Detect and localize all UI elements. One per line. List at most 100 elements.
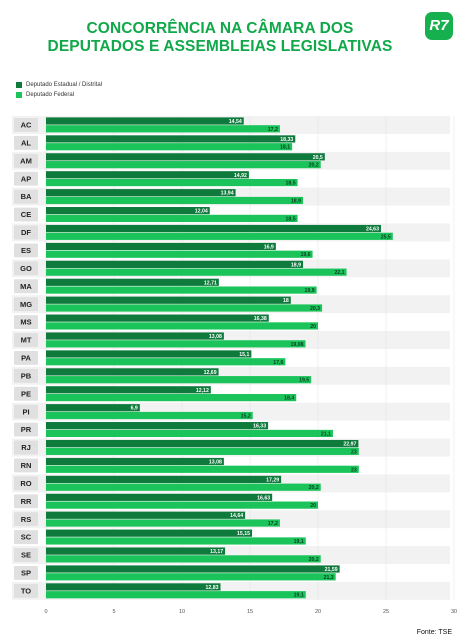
bar-federal bbox=[46, 286, 317, 294]
bar-estadual bbox=[46, 207, 210, 215]
x-tick-label: 25 bbox=[383, 609, 389, 615]
value-label-federal: 17,2 bbox=[268, 127, 278, 133]
value-label-estadual: 16,38 bbox=[254, 316, 267, 322]
bar-estadual bbox=[46, 386, 211, 394]
value-label-federal: 19,1 bbox=[294, 539, 304, 545]
category-label-bg bbox=[14, 530, 38, 545]
category-label: CE bbox=[21, 210, 31, 219]
bar-estadual bbox=[46, 457, 224, 466]
category-label: MT bbox=[21, 336, 32, 345]
category-label-bg bbox=[14, 279, 38, 294]
bar-estadual bbox=[46, 475, 282, 483]
category-label: DF bbox=[21, 228, 31, 237]
category-label: SP bbox=[21, 569, 31, 578]
bar-federal bbox=[46, 501, 318, 509]
category-label-bg bbox=[14, 583, 38, 598]
category-label: AM bbox=[20, 156, 32, 165]
bar-estadual bbox=[46, 547, 226, 555]
bar-estadual bbox=[46, 511, 246, 519]
category-label-bg bbox=[14, 476, 38, 491]
value-label-estadual: 12,04 bbox=[195, 209, 208, 215]
category-label: AP bbox=[21, 174, 31, 183]
bar-estadual bbox=[46, 242, 276, 251]
bar-federal bbox=[46, 125, 280, 133]
value-label-federal: 18,5 bbox=[285, 181, 295, 187]
bar-estadual bbox=[46, 117, 244, 125]
category-label: PB bbox=[21, 371, 32, 380]
bar-federal bbox=[46, 537, 306, 545]
bar-federal bbox=[46, 591, 306, 599]
bar-federal bbox=[46, 555, 321, 563]
category-label-bg bbox=[14, 153, 38, 168]
bar-estadual bbox=[46, 493, 273, 501]
value-label-estadual: 17,29 bbox=[266, 477, 279, 483]
bar-estadual bbox=[46, 565, 340, 573]
category-label: MA bbox=[20, 282, 32, 291]
bar-federal bbox=[46, 322, 318, 330]
category-label: PE bbox=[21, 389, 31, 398]
category-label-bg bbox=[14, 135, 38, 150]
category-label-bg bbox=[14, 512, 38, 527]
value-label-estadual: 6,9 bbox=[131, 406, 138, 412]
value-label-estadual: 13,08 bbox=[209, 459, 222, 465]
category-label-bg bbox=[14, 225, 38, 240]
bar-federal bbox=[46, 232, 393, 240]
value-label-estadual: 24,63 bbox=[366, 227, 379, 233]
bar-federal bbox=[46, 161, 321, 169]
category-label: PR bbox=[21, 425, 32, 434]
category-label: AC bbox=[21, 121, 32, 130]
bar-federal bbox=[46, 178, 298, 187]
category-label: RS bbox=[21, 515, 31, 524]
bar-federal bbox=[46, 214, 298, 222]
value-label-estadual: 12,12 bbox=[196, 388, 209, 394]
category-label-bg bbox=[14, 297, 38, 312]
bar-estadual bbox=[46, 171, 249, 179]
value-label-federal: 15,2 bbox=[241, 414, 251, 420]
value-label-estadual: 16,9 bbox=[264, 244, 274, 250]
chart-title: CONCORRÊNCIA NA CÂMARA DOS DEPUTADOS E A… bbox=[20, 20, 420, 56]
value-label-federal: 22,1 bbox=[334, 270, 344, 276]
legend-item-estadual: Deputado Estadual / Distrital bbox=[16, 80, 102, 90]
category-label: SE bbox=[21, 551, 31, 560]
bar-estadual bbox=[46, 368, 219, 376]
category-label: RO bbox=[20, 479, 31, 488]
category-label-bg bbox=[14, 315, 38, 330]
category-label-bg bbox=[14, 189, 38, 204]
legend-label-estadual: Deputado Estadual / Distrital bbox=[26, 82, 103, 88]
value-label-estadual: 18,9 bbox=[291, 262, 301, 268]
value-label-estadual: 13,08 bbox=[209, 334, 222, 340]
value-label-federal: 20,2 bbox=[309, 485, 319, 491]
legend-label-federal: Deputado Federal bbox=[26, 92, 75, 98]
category-label-bg bbox=[14, 440, 38, 455]
category-label-bg bbox=[14, 458, 38, 473]
bar-estadual bbox=[46, 260, 304, 268]
bar-estadual bbox=[46, 332, 224, 340]
category-label: SC bbox=[21, 533, 32, 542]
legend: Deputado Estadual / Distrital Deputado F… bbox=[16, 80, 102, 100]
bar-federal bbox=[46, 465, 359, 473]
value-label-estadual: 16,33 bbox=[253, 424, 266, 430]
x-tick-label: 0 bbox=[44, 609, 47, 615]
bar-estadual bbox=[46, 422, 269, 430]
value-label-federal: 20,3 bbox=[310, 306, 320, 312]
value-label-federal: 18,4 bbox=[284, 396, 294, 402]
bar-estadual bbox=[46, 135, 296, 143]
bar-federal bbox=[46, 376, 312, 384]
bar-federal bbox=[46, 304, 323, 312]
bar-federal bbox=[46, 411, 253, 420]
category-label: AL bbox=[21, 138, 31, 147]
value-label-federal: 20,2 bbox=[309, 557, 319, 563]
legend-swatch-federal bbox=[16, 92, 22, 98]
bar-estadual bbox=[46, 278, 219, 286]
bar-federal bbox=[46, 447, 359, 455]
value-label-federal: 19,6 bbox=[300, 252, 310, 258]
bar-federal bbox=[46, 573, 336, 581]
bar-federal bbox=[46, 250, 313, 258]
category-label-bg bbox=[14, 261, 38, 276]
value-label-estadual: 15,1 bbox=[239, 352, 249, 358]
category-label: RJ bbox=[21, 443, 31, 452]
value-label-estadual: 14,54 bbox=[229, 119, 242, 125]
value-label-estadual: 12,83 bbox=[206, 585, 219, 591]
value-label-estadual: 12,69 bbox=[204, 370, 217, 376]
bar-estadual bbox=[46, 189, 236, 197]
